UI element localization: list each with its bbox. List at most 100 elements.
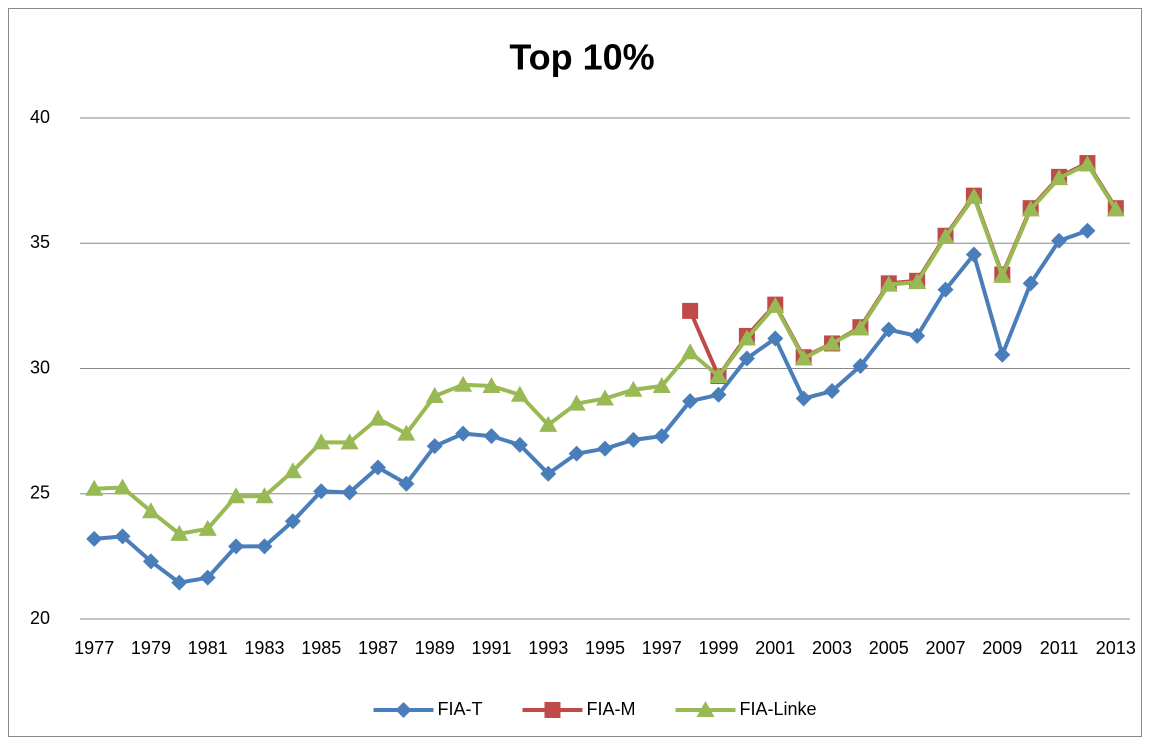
marker: [1078, 155, 1097, 172]
marker: [539, 415, 558, 432]
x-tick-label: 1987: [358, 638, 398, 658]
marker: [141, 502, 160, 519]
x-tick-label: 2011: [1040, 638, 1079, 658]
marker: [852, 357, 869, 374]
marker: [567, 394, 586, 411]
marker: [851, 319, 870, 336]
marker: [766, 296, 785, 313]
marker: [228, 538, 245, 555]
marker: [1050, 169, 1069, 186]
marker: [1106, 200, 1125, 217]
marker: [737, 329, 756, 346]
x-tick-label: 1993: [528, 638, 568, 658]
x-tick-label: 2007: [926, 638, 966, 658]
x-tick-label: 1997: [642, 638, 682, 658]
x-tick-label: 1999: [698, 638, 738, 658]
x-tick-label: 1995: [585, 638, 625, 658]
marker: [483, 428, 500, 445]
legend-label: FIA-T: [437, 699, 482, 719]
marker: [540, 465, 557, 482]
x-tick-label: 1985: [301, 638, 341, 658]
y-tick-label: 35: [30, 232, 50, 252]
marker: [652, 377, 671, 394]
marker: [1022, 275, 1039, 292]
marker: [482, 377, 501, 394]
x-tick-label: 1983: [244, 638, 284, 658]
marker: [255, 487, 274, 504]
marker: [994, 346, 1011, 363]
marker: [510, 385, 529, 402]
y-tick-label: 25: [30, 483, 50, 503]
legend-label: FIA-Linke: [739, 699, 816, 719]
marker: [397, 424, 416, 441]
marker: [879, 275, 898, 292]
marker: [767, 330, 784, 347]
marker: [965, 246, 982, 263]
marker: [1079, 222, 1096, 239]
x-tick-label: 2009: [982, 638, 1022, 658]
marker: [1051, 232, 1068, 249]
marker: [909, 327, 926, 344]
marker: [170, 524, 189, 541]
marker: [340, 433, 359, 450]
marker: [341, 484, 358, 501]
x-tick-label: 2003: [812, 638, 852, 658]
marker: [823, 334, 842, 351]
marker: [368, 409, 387, 426]
chart-title: Top 10%: [509, 37, 654, 78]
marker: [395, 702, 412, 718]
marker: [696, 701, 715, 717]
x-tick-label: 1991: [471, 638, 511, 658]
marker: [682, 393, 699, 410]
marker: [544, 702, 561, 718]
marker: [795, 390, 812, 407]
marker: [794, 349, 813, 366]
legend-label: FIA-M: [586, 699, 635, 719]
marker: [597, 440, 613, 457]
marker: [312, 433, 331, 450]
marker: [369, 459, 386, 476]
marker: [256, 538, 273, 555]
marker: [624, 380, 643, 397]
marker: [227, 487, 246, 504]
marker: [85, 479, 104, 496]
marker: [596, 389, 614, 406]
marker: [936, 227, 955, 244]
x-tick-label: 1989: [415, 638, 455, 658]
marker: [738, 350, 755, 367]
x-tick-label: 1979: [131, 638, 171, 658]
marker: [425, 387, 444, 404]
marker: [964, 187, 983, 204]
marker: [86, 530, 103, 547]
marker: [398, 475, 415, 492]
marker: [908, 273, 927, 290]
marker: [142, 553, 159, 570]
marker: [681, 343, 700, 360]
marker: [824, 383, 841, 400]
marker: [653, 428, 670, 445]
y-tick-label: 30: [30, 357, 50, 377]
marker: [709, 367, 728, 384]
marker: [710, 386, 727, 403]
marker: [113, 478, 132, 495]
marker: [937, 281, 954, 298]
marker: [171, 574, 188, 591]
marker: [1021, 200, 1040, 217]
marker: [426, 438, 443, 455]
marker: [198, 519, 217, 536]
chart-border: [8, 8, 1142, 737]
marker: [283, 462, 302, 479]
marker: [625, 431, 642, 448]
marker: [993, 266, 1012, 283]
marker: [511, 436, 528, 453]
y-tick-label: 40: [30, 107, 50, 127]
marker: [880, 321, 897, 338]
x-tick-label: 2001: [755, 638, 795, 658]
marker: [682, 302, 699, 319]
marker: [284, 513, 301, 530]
marker: [454, 375, 473, 392]
marker: [114, 528, 131, 545]
y-tick-label: 20: [30, 608, 50, 628]
